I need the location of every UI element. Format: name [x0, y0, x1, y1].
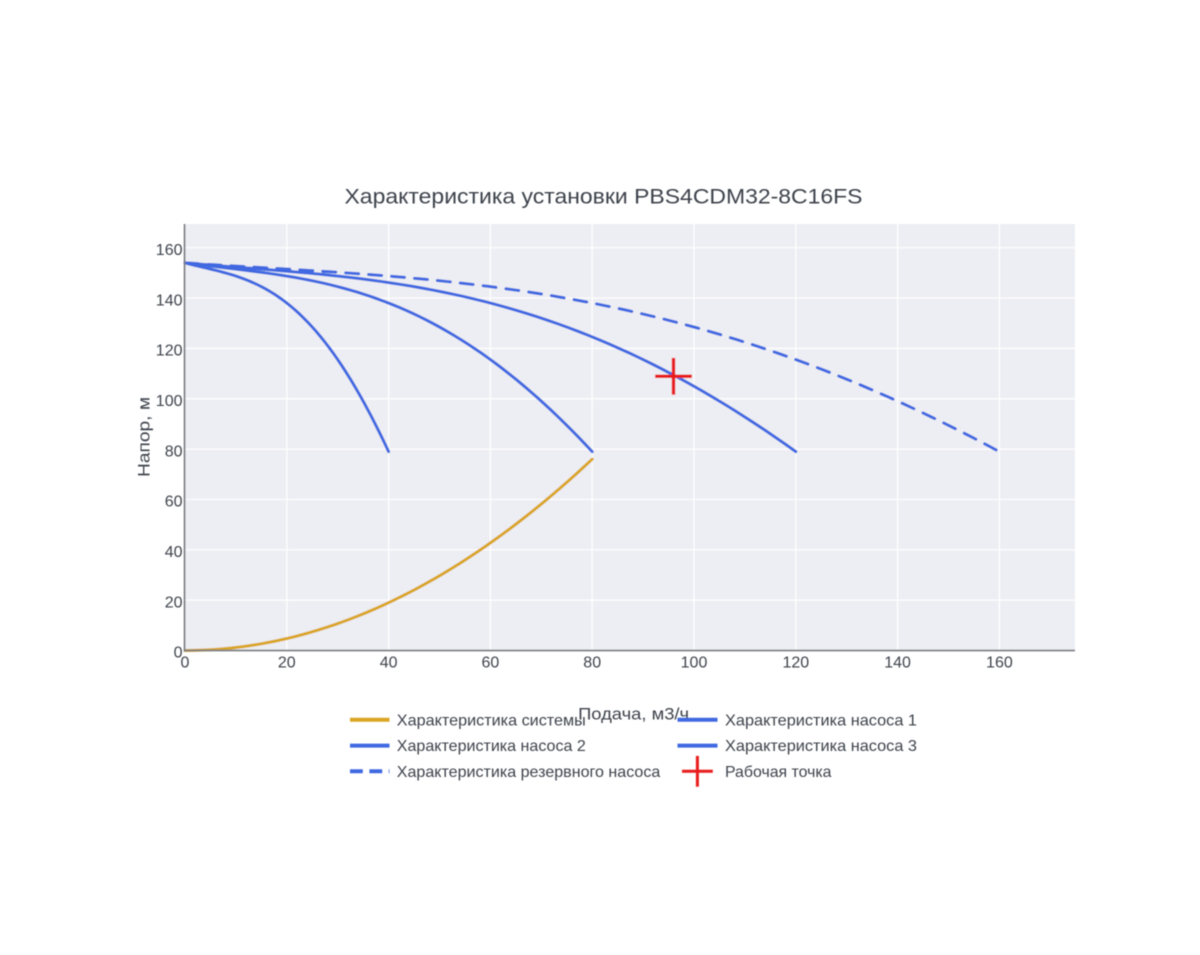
svg-text:100: 100 [156, 393, 183, 410]
svg-text:140: 140 [884, 655, 911, 672]
svg-text:40: 40 [165, 544, 183, 561]
svg-text:20: 20 [165, 594, 183, 611]
svg-text:80: 80 [165, 443, 183, 460]
svg-text:120: 120 [156, 343, 183, 360]
svg-text:Напор, м: Напор, м [134, 397, 153, 477]
svg-text:60: 60 [165, 494, 183, 511]
svg-text:160: 160 [986, 655, 1013, 672]
svg-text:80: 80 [583, 655, 601, 672]
svg-text:Подача, м3/ч: Подача, м3/ч [578, 705, 689, 724]
svg-text:0: 0 [174, 645, 183, 662]
svg-text:140: 140 [156, 292, 183, 309]
svg-text:Характеристика резервного насо: Характеристика резервного насоса [397, 764, 661, 781]
svg-text:120: 120 [782, 655, 809, 672]
svg-text:40: 40 [380, 655, 398, 672]
svg-text:Характеристика насоса 1: Характеристика насоса 1 [725, 712, 917, 729]
svg-text:Характеристика насоса 3: Характеристика насоса 3 [725, 738, 917, 755]
svg-text:0: 0 [181, 655, 190, 672]
svg-text:160: 160 [156, 242, 183, 259]
svg-text:Характеристика системы: Характеристика системы [397, 712, 586, 729]
svg-text:Характеристика насоса 2: Характеристика насоса 2 [397, 738, 586, 755]
svg-text:100: 100 [681, 655, 708, 672]
svg-text:Характеристика установки PBS4C: Характеристика установки PBS4CDM32-8C16F… [345, 185, 863, 209]
svg-text:60: 60 [482, 655, 500, 672]
svg-text:Рабочая точка: Рабочая точка [725, 764, 832, 781]
svg-text:20: 20 [278, 655, 296, 672]
